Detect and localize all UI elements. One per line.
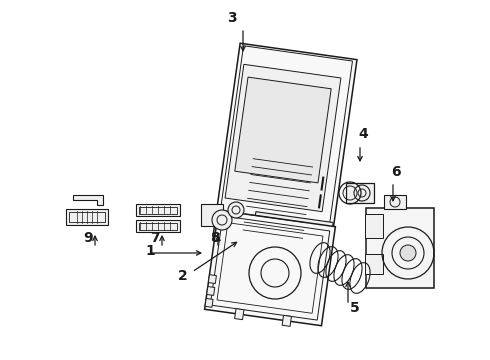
Polygon shape — [346, 183, 374, 203]
Text: 6: 6 — [391, 165, 401, 179]
Text: 8: 8 — [210, 231, 220, 245]
Polygon shape — [235, 309, 244, 320]
Text: 9: 9 — [83, 231, 93, 245]
Polygon shape — [384, 195, 406, 209]
Text: 5: 5 — [350, 301, 360, 315]
Polygon shape — [365, 254, 383, 274]
Polygon shape — [205, 210, 335, 326]
Text: 3: 3 — [227, 11, 237, 25]
Text: 7: 7 — [150, 231, 160, 245]
Polygon shape — [205, 298, 213, 307]
Text: 4: 4 — [358, 127, 368, 141]
Polygon shape — [201, 204, 223, 226]
Text: 1: 1 — [145, 244, 155, 258]
Circle shape — [228, 202, 244, 218]
Polygon shape — [213, 43, 357, 253]
Polygon shape — [136, 204, 180, 216]
Circle shape — [400, 245, 416, 261]
Polygon shape — [136, 220, 180, 232]
Circle shape — [212, 210, 232, 230]
Polygon shape — [366, 208, 434, 288]
Polygon shape — [207, 287, 215, 296]
Polygon shape — [282, 315, 292, 327]
Polygon shape — [253, 212, 333, 244]
Polygon shape — [365, 214, 383, 238]
Text: 2: 2 — [178, 269, 188, 283]
Polygon shape — [66, 209, 108, 225]
Polygon shape — [235, 77, 331, 183]
Polygon shape — [73, 195, 103, 205]
Polygon shape — [225, 64, 341, 212]
Polygon shape — [208, 275, 217, 284]
